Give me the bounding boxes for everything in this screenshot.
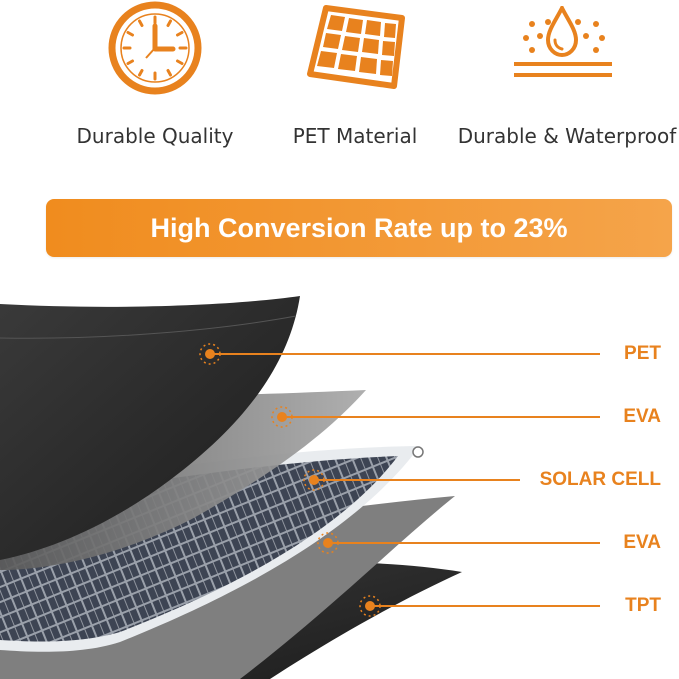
water-drop-icon <box>514 6 612 77</box>
layer-label-solar-cell: SOLAR CELL <box>539 469 661 490</box>
layer-label-tpt: TPT <box>625 595 661 616</box>
solar-panel-icon <box>307 5 405 89</box>
feature-label: Durable Quality <box>76 124 234 148</box>
layer-diagram: PET EVA SOLAR CELL EVA TPT <box>0 270 679 679</box>
conversion-rate-banner: High Conversion Rate up to 23% <box>46 199 672 257</box>
layer-label-eva-top: EVA <box>623 406 661 427</box>
clock-icon <box>108 1 202 95</box>
feature-label: Durable & Waterproof <box>457 124 677 148</box>
feature-label: PET Material <box>292 124 418 148</box>
layer-label-eva-bottom: EVA <box>623 532 661 553</box>
layer-marker-icon <box>199 343 381 617</box>
layer-label-pet: PET <box>624 343 661 364</box>
layer-illustration <box>0 296 600 679</box>
